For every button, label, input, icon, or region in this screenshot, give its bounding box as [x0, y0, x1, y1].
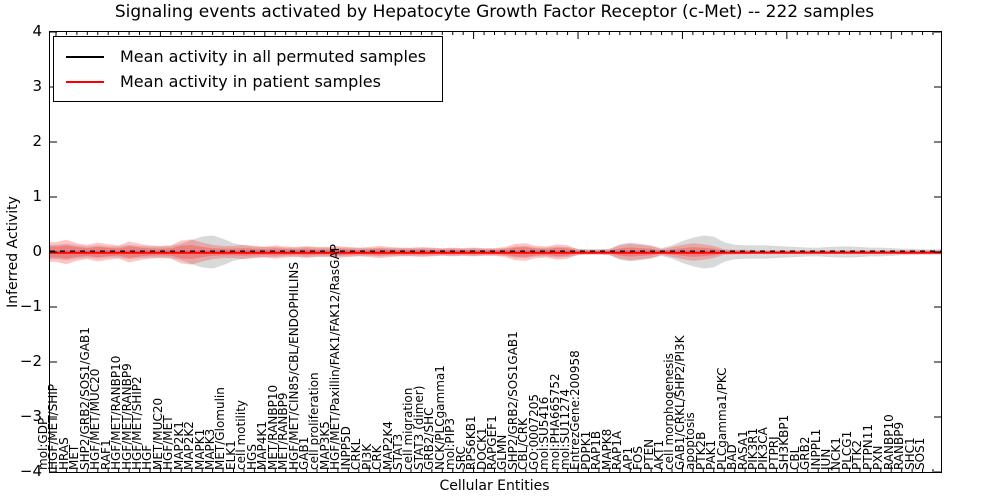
legend-item-permuted: Mean activity in all permuted samples [66, 44, 426, 69]
chart-title: Signaling events activated by Hepatocyte… [114, 2, 875, 22]
y-tick-label: 1 [32, 187, 42, 205]
y-tick-label: −3 [19, 407, 42, 425]
legend-label-patient: Mean activity in patient samples [120, 72, 381, 91]
y-tick-label: 2 [32, 132, 42, 150]
y-tick-label: −1 [19, 297, 42, 315]
y-tick-label: 0 [32, 242, 42, 260]
x-axis-label: Cellular Entities [439, 478, 550, 494]
legend: Mean activity in all permuted samples Me… [53, 36, 444, 102]
legend-line-patient-icon [66, 80, 104, 83]
legend-item-patient: Mean activity in patient samples [66, 69, 426, 94]
plot-area [49, 31, 942, 473]
chart-canvas [50, 32, 941, 472]
y-tick-label: −4 [19, 462, 42, 480]
y-tick-label: 4 [32, 22, 42, 40]
x-tick-label: SOS1 [913, 437, 927, 470]
y-tick-label: −2 [19, 352, 42, 370]
y-tick-label: 3 [32, 77, 42, 95]
legend-label-permuted: Mean activity in all permuted samples [120, 47, 427, 66]
legend-line-permuted-icon [66, 55, 104, 58]
